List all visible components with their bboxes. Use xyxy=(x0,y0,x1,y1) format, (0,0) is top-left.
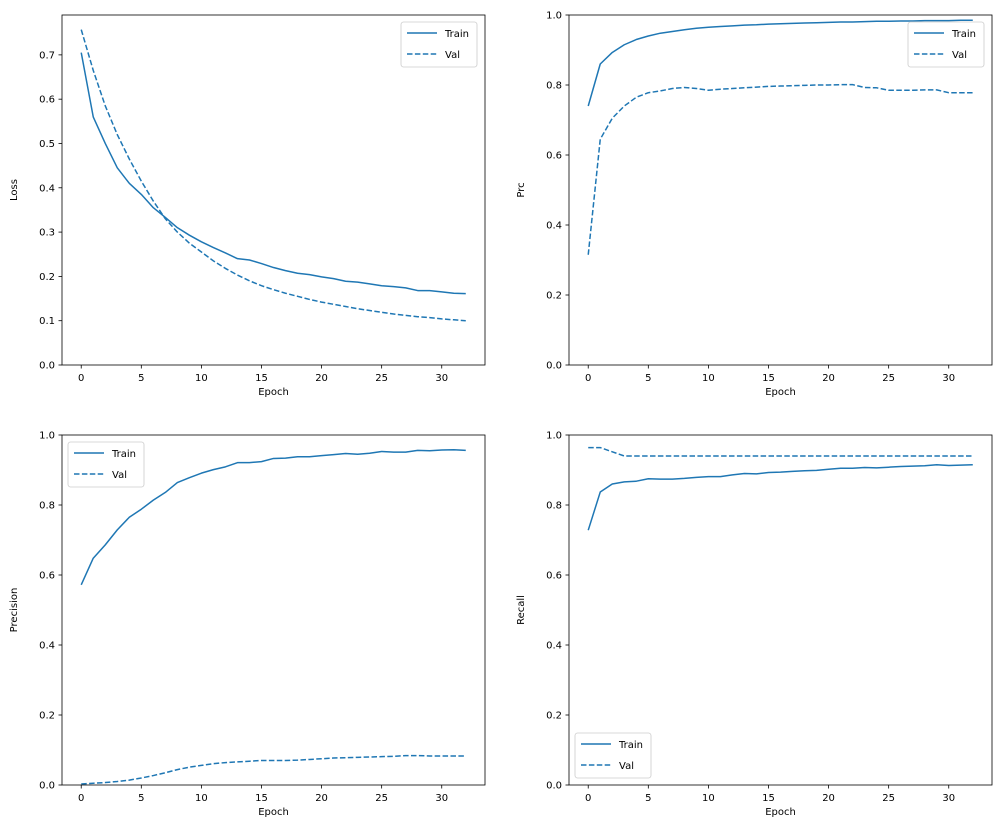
y-tick-label: 0.6 xyxy=(39,571,55,582)
legend: Train Val xyxy=(400,21,478,68)
x-tick-label: 20 xyxy=(315,793,328,804)
y-tick-label: 1.0 xyxy=(39,431,55,442)
legend-label-train: Train xyxy=(444,29,469,40)
legend-label-val: Val xyxy=(112,470,127,481)
x-tick-label: 30 xyxy=(942,793,955,804)
x-tick-label: 0 xyxy=(585,373,591,384)
legend-label-val: Val xyxy=(445,50,460,61)
axes-frame xyxy=(61,434,486,786)
legend: Train Val xyxy=(907,21,985,68)
series-line-val xyxy=(587,83,973,255)
y-tick-label: 0.0 xyxy=(546,361,562,372)
series-line-train xyxy=(587,464,973,531)
x-tick-label: 0 xyxy=(78,793,84,804)
x-tick-label: 30 xyxy=(435,793,448,804)
x-tick-label: 15 xyxy=(762,793,775,804)
series-line-train xyxy=(80,52,466,295)
y-axis-label: Precision xyxy=(9,588,20,633)
y-tick-label: 0.0 xyxy=(39,781,55,792)
x-axis-label: Epoch xyxy=(765,807,796,818)
y-tick-label: 0.2 xyxy=(39,711,55,722)
x-tick-label: 25 xyxy=(375,793,388,804)
x-tick-label: 10 xyxy=(702,373,715,384)
series-line-train xyxy=(80,448,466,586)
series-line-train xyxy=(587,19,973,107)
x-tick-label: 5 xyxy=(138,373,144,384)
x-tick-label: 5 xyxy=(645,793,651,804)
y-tick-label: 0.5 xyxy=(39,139,55,150)
series-line-val xyxy=(588,446,973,457)
legend-label-val: Val xyxy=(619,761,634,772)
subplot-loss: 0 5 10 15 20 25 30 0.0 0.1 0.2 0.3 0.4 0.5 0.6 0.7 Epoc… xyxy=(9,14,486,398)
y-tick-label: 0.6 xyxy=(546,571,562,582)
y-axis-label: Loss xyxy=(9,179,20,201)
x-tick-label: 10 xyxy=(195,373,208,384)
x-tick-label: 30 xyxy=(435,373,448,384)
y-axis-label: Prc xyxy=(516,182,527,197)
x-tick-label: 25 xyxy=(882,793,895,804)
x-tick-label: 20 xyxy=(822,373,835,384)
y-tick-label: 1.0 xyxy=(546,11,562,22)
y-tick-label: 0.7 xyxy=(39,50,55,61)
y-tick-label: 0.4 xyxy=(546,221,562,232)
x-tick-label: 5 xyxy=(138,793,144,804)
x-axis-label: Epoch xyxy=(765,387,796,398)
x-tick-label: 10 xyxy=(195,793,208,804)
y-tick-label: 0.4 xyxy=(39,183,55,194)
y-tick-label: 0.2 xyxy=(39,272,55,283)
legend: Train Val xyxy=(67,441,145,488)
x-tick-label: 0 xyxy=(585,793,591,804)
x-tick-label: 0 xyxy=(78,373,84,384)
legend: Train Val xyxy=(574,732,652,779)
legend-label-train: Train xyxy=(951,29,976,40)
y-tick-label: 1.0 xyxy=(546,431,562,442)
x-axis-label: Epoch xyxy=(258,807,289,818)
y-tick-label: 0.3 xyxy=(39,228,55,239)
axes-frame xyxy=(568,434,993,786)
x-tick-label: 25 xyxy=(882,373,895,384)
x-tick-label: 5 xyxy=(645,373,651,384)
x-tick-label: 20 xyxy=(315,373,328,384)
y-tick-label: 0.2 xyxy=(546,711,562,722)
legend-label-train: Train xyxy=(111,449,136,460)
y-axis-label: Recall xyxy=(516,595,527,625)
x-axis-label: Epoch xyxy=(258,387,289,398)
x-tick-label: 20 xyxy=(822,793,835,804)
y-tick-label: 0.6 xyxy=(39,95,55,106)
y-tick-label: 0.2 xyxy=(546,291,562,302)
x-tick-label: 15 xyxy=(255,373,268,384)
y-tick-label: 0.4 xyxy=(39,641,55,652)
subplot-prc: 0 5 10 15 20 25 30 0.0 0.2 0.4 0.6 0.8 1.0 Epoch Prc Tr… xyxy=(516,11,993,398)
y-tick-label: 0.8 xyxy=(39,501,55,512)
axes-frame xyxy=(568,14,993,366)
x-tick-label: 30 xyxy=(942,373,955,384)
y-tick-label: 0.8 xyxy=(546,81,562,92)
y-tick-label: 0.0 xyxy=(546,781,562,792)
x-tick-label: 25 xyxy=(375,373,388,384)
x-tick-label: 15 xyxy=(762,373,775,384)
x-tick-label: 15 xyxy=(255,793,268,804)
y-tick-label: 0.8 xyxy=(546,501,562,512)
y-tick-label: 0.0 xyxy=(39,361,55,372)
y-tick-label: 0.4 xyxy=(546,641,562,652)
series-line-val xyxy=(80,29,466,322)
legend-label-val: Val xyxy=(952,50,967,61)
x-tick-label: 10 xyxy=(702,793,715,804)
y-tick-label: 0.6 xyxy=(546,151,562,162)
series-line-val xyxy=(81,754,466,785)
legend-label-train: Train xyxy=(618,740,643,751)
axes-frame xyxy=(61,14,486,366)
subplot-precision: 0 5 10 15 20 25 30 0.0 0.2 0.4 0.6 0.8 1.0 Epoch Preci… xyxy=(9,431,486,818)
subplot-recall: 0 5 10 15 20 25 30 0.0 0.2 0.4 0.6 0.8 1.0 Epoch Recal… xyxy=(516,431,993,818)
y-tick-label: 0.1 xyxy=(39,316,55,327)
